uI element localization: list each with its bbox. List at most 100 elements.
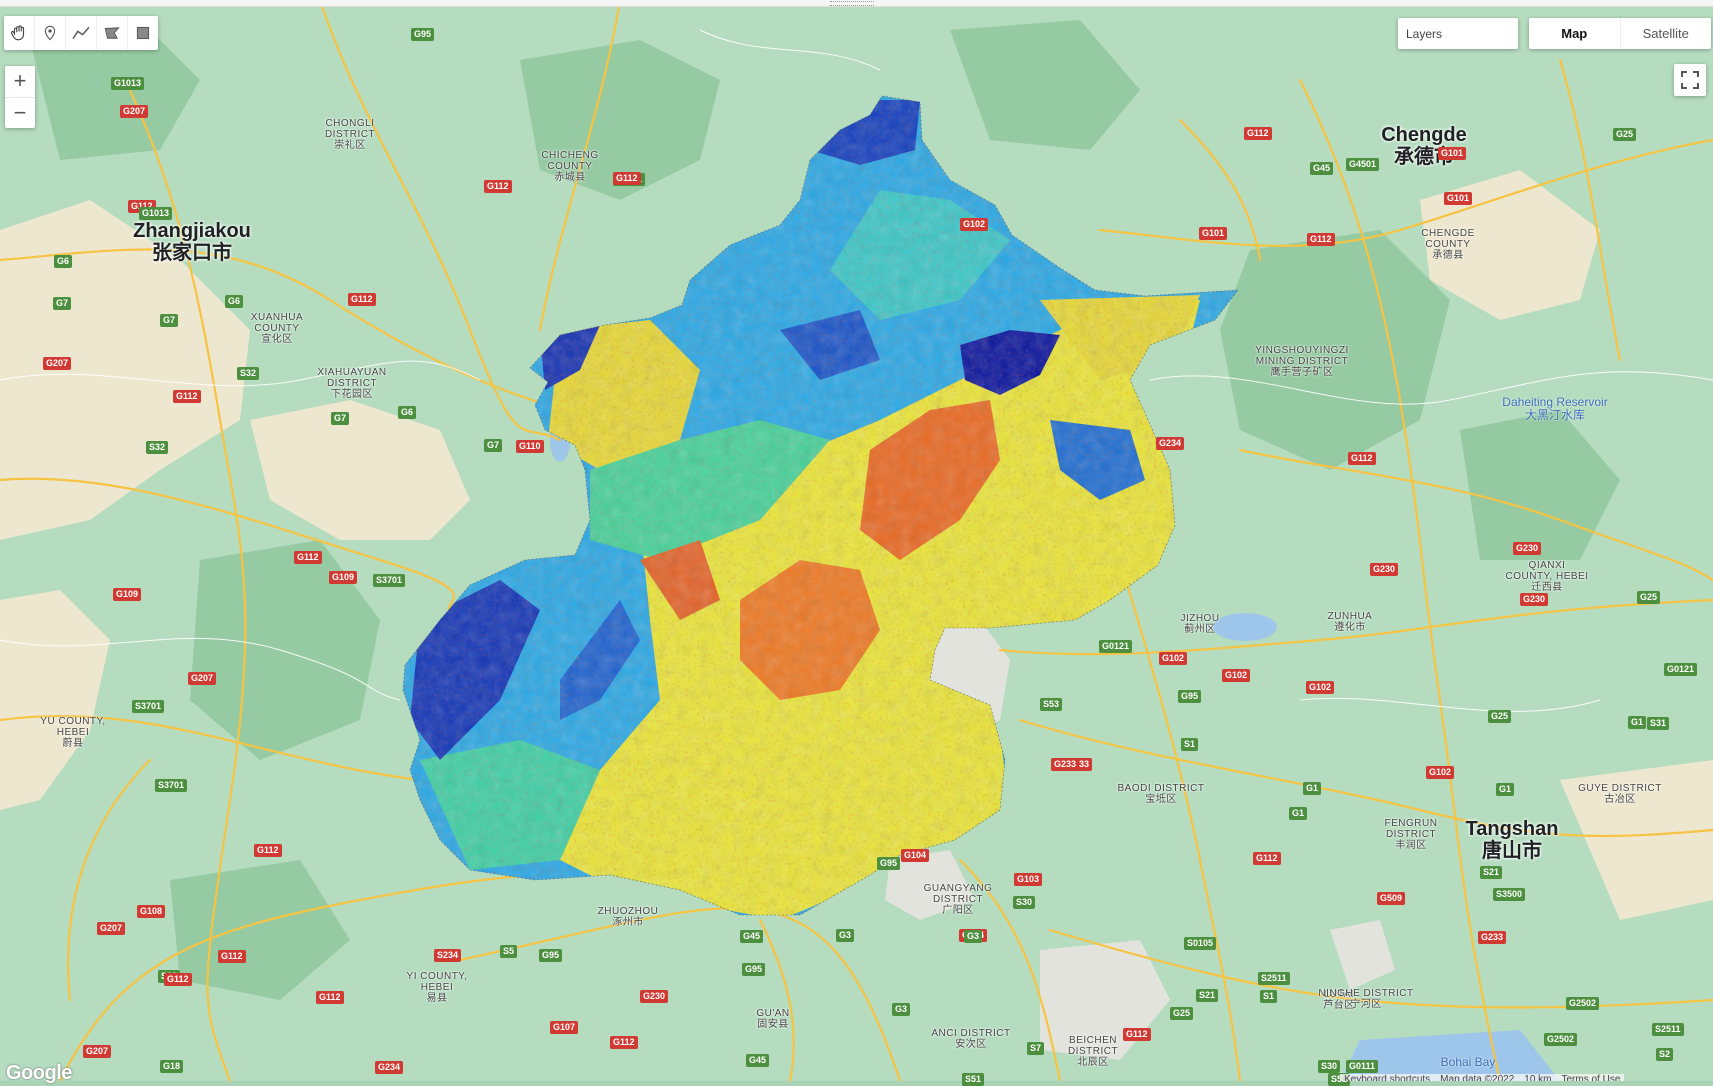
road-shield: G234: [375, 1061, 404, 1074]
road-shield: G45: [1310, 162, 1334, 175]
district-name-en: YINGSHOUYINGZI MINING DISTRICT: [1255, 345, 1349, 367]
road-shield: G112: [1307, 233, 1335, 246]
layers-button[interactable]: Layers: [1398, 18, 1518, 49]
fullscreen-button[interactable]: [1674, 64, 1706, 96]
district-label: JIZHOU 蓟州区: [1180, 613, 1219, 635]
road-shield: G107: [550, 1021, 579, 1034]
pan-hand-icon[interactable]: [4, 16, 35, 50]
google-logo[interactable]: Google: [6, 1062, 72, 1084]
road-shield: S2: [1656, 1048, 1674, 1061]
road-shield: S0105: [1184, 937, 1217, 950]
road-shield: G112: [254, 844, 282, 857]
road-shield: G207: [43, 357, 72, 370]
road-shield: G112: [613, 172, 641, 185]
zoom-out-button[interactable]: −: [5, 96, 35, 129]
district-label: GUANGYANG DISTRICT 广阳区: [924, 883, 993, 916]
attribution-item[interactable]: 10 km: [1524, 1074, 1552, 1081]
district-name-zh: 广阳区: [942, 905, 974, 916]
district-name-en: QIANXI COUNTY, HEBEI: [1505, 560, 1589, 582]
rectangle-icon[interactable]: [128, 16, 158, 50]
road-shield: G25: [1170, 1007, 1194, 1020]
road-shield: S30: [1013, 896, 1036, 909]
top-drag-handle[interactable]: [0, 0, 1713, 7]
drawing-toolbar: [4, 16, 158, 50]
road-shield: G101: [1199, 227, 1228, 240]
road-shield: G207: [97, 922, 126, 935]
road-shield: G230: [640, 990, 669, 1003]
road-shield: G95: [742, 963, 766, 976]
road-shield: G25: [1637, 591, 1661, 604]
attribution-item[interactable]: Map data ©2022: [1440, 1074, 1515, 1081]
map-type-satellite-button[interactable]: Satellite: [1642, 26, 1689, 41]
district-name-en: FENGRUN DISTRICT: [1384, 818, 1438, 840]
road-shield: G112: [218, 950, 246, 963]
district-name-zh: 宁河区: [1350, 999, 1382, 1010]
road-shield: G1: [1289, 807, 1308, 820]
marker-icon[interactable]: [35, 16, 66, 50]
road-shield: S30: [1318, 1060, 1341, 1073]
road-shield: G207: [120, 105, 149, 118]
road-shield: G112: [1253, 852, 1281, 865]
attribution-item[interactable]: Keyboard shortcuts: [1344, 1074, 1431, 1081]
district-name-zh: 鹰手营子矿区: [1270, 367, 1334, 378]
district-name-zh: 芦台区: [1323, 1000, 1355, 1011]
water-name-zh: 大黑汀水库: [1524, 408, 1586, 422]
road-shield: G233: [1478, 931, 1507, 944]
road-shield: S3500: [1493, 888, 1526, 901]
road-shield: S2511: [1258, 972, 1290, 985]
district-label: ZHUOZHOU 涿州市: [598, 906, 659, 928]
road-shield: G112: [164, 973, 192, 986]
road-shield: S3701: [155, 779, 188, 792]
polyline-icon[interactable]: [66, 16, 97, 50]
zoom-in-button[interactable]: +: [13, 68, 27, 94]
road-shield: G112: [294, 551, 322, 564]
road-shield: G4501: [1346, 158, 1380, 171]
district-label: GUYE DISTRICT 古冶区: [1578, 783, 1662, 805]
road-shield: G0111: [1346, 1060, 1379, 1073]
district-name-en: ZUNHUA: [1327, 611, 1373, 622]
attribution-item[interactable]: Terms of Use: [1561, 1074, 1621, 1081]
road-shield: G102: [1426, 766, 1455, 779]
road-shield: G7: [160, 314, 179, 327]
road-shield: G109: [113, 588, 142, 601]
city-label: Tangshan 唐山市: [1466, 818, 1559, 862]
road-shield: G7: [484, 439, 503, 452]
road-shield: G230: [1513, 542, 1542, 555]
road-shield: G102: [960, 218, 989, 231]
district-name-zh: 蔚县: [62, 738, 84, 749]
polygon-icon[interactable]: [97, 16, 128, 50]
fullscreen-icon: [1681, 71, 1699, 89]
water-name-en: Daheiting Reservoir: [1502, 395, 1608, 409]
district-label: BAODI DISTRICT 宝坻区: [1117, 783, 1204, 805]
district-label: LUTAI 芦台区: [1323, 989, 1355, 1011]
road-shield: G207: [83, 1045, 112, 1058]
district-name-zh: 遵化市: [1334, 622, 1366, 633]
road-shield: G112: [316, 991, 344, 1004]
road-shield: G101: [1444, 192, 1473, 205]
district-label: YI COUNTY, HEBEI 易县: [407, 971, 468, 1004]
road-shield: G0121: [1664, 663, 1698, 676]
road-shield: S5: [500, 945, 518, 958]
road-shield: G1013: [139, 207, 173, 220]
road-shield: G112: [1244, 127, 1272, 140]
road-shield: S53: [1040, 698, 1063, 711]
road-shield: S21: [1196, 989, 1219, 1002]
road-shield: G101: [1438, 147, 1467, 160]
district-name-en: CHONGLI DISTRICT: [324, 118, 376, 140]
road-shield: S3701: [132, 700, 165, 713]
road-shield: G233: [1051, 758, 1080, 771]
road-shield: G103: [1014, 873, 1043, 886]
district-label: YINGSHOUYINGZI MINING DISTRICT 鹰手营子矿区: [1255, 345, 1349, 378]
road-network-minor: [0, 29, 1713, 712]
district-name-zh: 涿州市: [612, 917, 644, 928]
road-shield: G1013: [111, 77, 145, 90]
district-name-en: BEICHEN DISTRICT: [1067, 1035, 1119, 1057]
zoom-control: + −: [5, 66, 35, 128]
city-name-en: Chengde: [1381, 124, 1467, 146]
district-name-en: GUANGYANG DISTRICT: [923, 883, 993, 905]
district-name-en: XIAHUAYUAN DISTRICT: [317, 367, 387, 389]
map-type-map-button[interactable]: Map: [1529, 18, 1621, 49]
district-name-en: NINGHE DISTRICT: [1318, 988, 1414, 999]
road-shield: G207: [188, 672, 217, 685]
